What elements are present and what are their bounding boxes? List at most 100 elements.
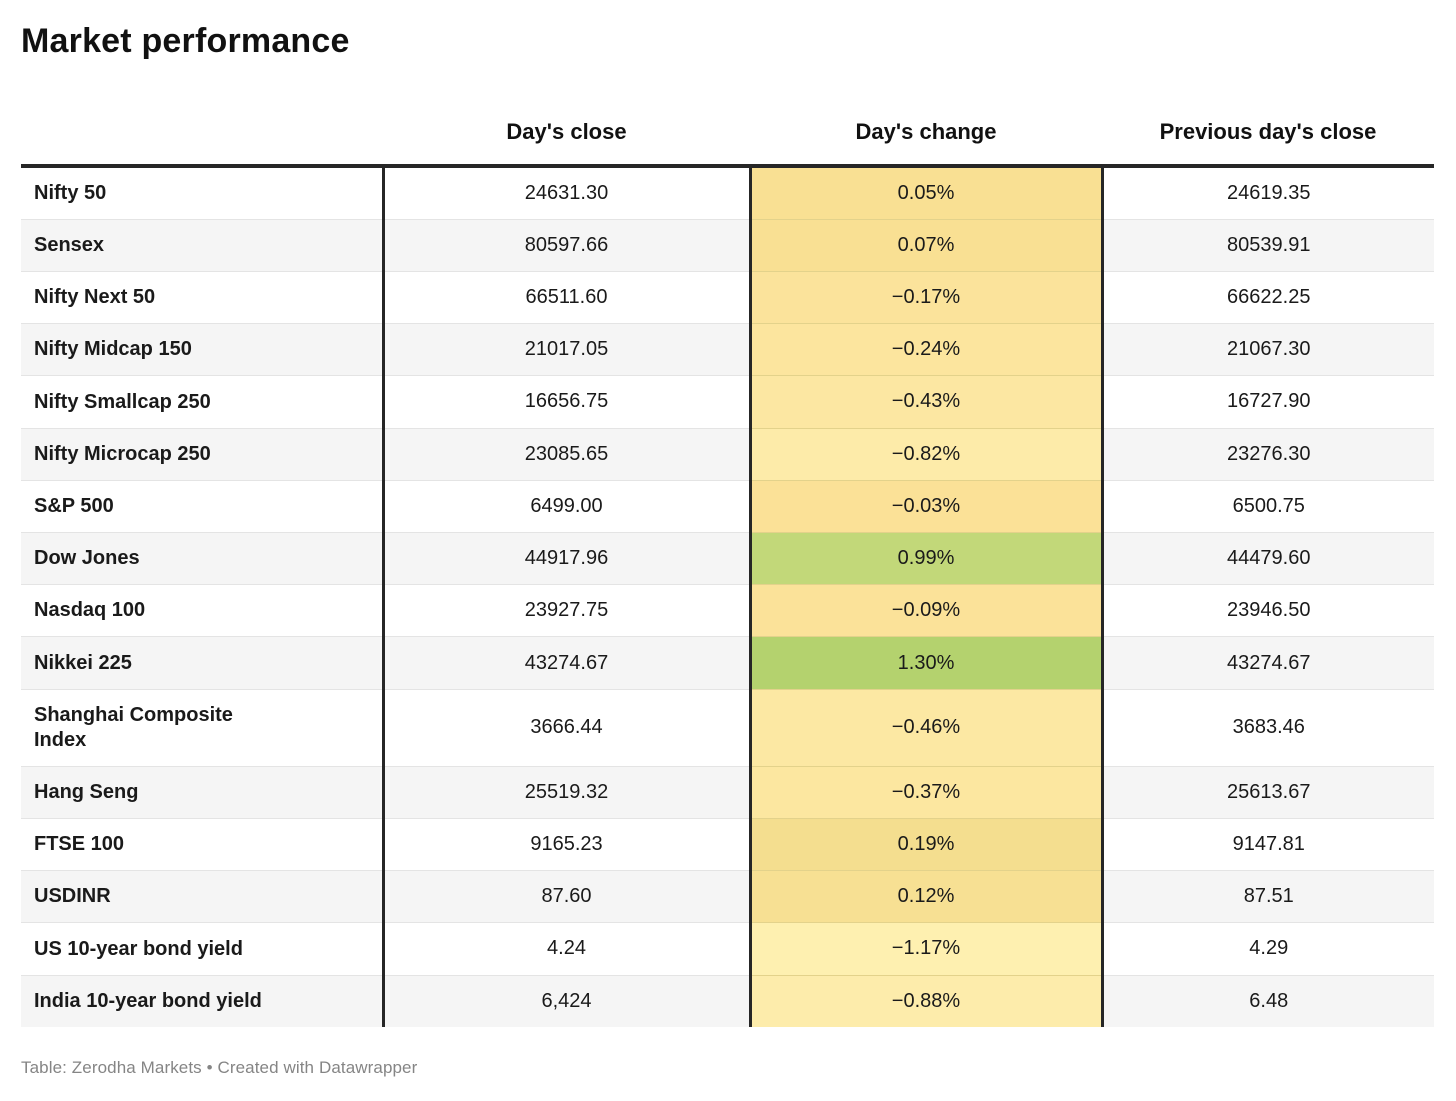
days-change-value: −1.17%	[748, 922, 1104, 976]
table-credit: Table: Zerodha Markets • Created with Da…	[21, 1058, 418, 1077]
days-close-value: 24631.30	[383, 163, 750, 220]
row-label-text: Nikkei 225	[34, 651, 132, 674]
days-close-value: 9165.23	[383, 817, 750, 871]
days-close-value: 23927.75	[383, 584, 750, 637]
days-close-value: 6,424	[383, 974, 750, 1027]
days-close-value: 80597.66	[383, 218, 750, 272]
previous-days-close-value: 80539.91	[1102, 218, 1434, 272]
previous-days-close-value: 23276.30	[1102, 427, 1434, 481]
table-row: Shanghai Composite Index 3666.44 −0.46% 368…	[21, 688, 1434, 767]
previous-days-close-value: 6500.75	[1102, 479, 1434, 533]
market-table: Day's close Day's change Previous day's …	[21, 119, 1434, 1027]
table-row: Nifty Next 50 66511.60 −0.17% 66622.25	[21, 270, 1434, 324]
days-close-value: 44917.96	[383, 532, 750, 585]
days-change-value: −0.17%	[748, 270, 1104, 324]
row-label: Nikkei 225	[21, 636, 385, 690]
days-close-value: 4.24	[383, 922, 750, 976]
days-change-value: 0.99%	[748, 532, 1104, 585]
table-header-row: Day's close Day's change Previous day's …	[21, 119, 1434, 166]
row-label: USDINR	[21, 870, 385, 923]
table-row: Nasdaq 100 23927.75 −0.09% 23946.50	[21, 584, 1434, 637]
table-row: Sensex 80597.66 0.07% 80539.91	[21, 218, 1434, 272]
row-label: Sensex	[21, 218, 385, 272]
row-label: Hang Seng	[21, 765, 385, 819]
row-label-text: S&P 500	[34, 495, 114, 518]
row-label: Nifty 50	[21, 163, 385, 220]
previous-days-close-value: 44479.60	[1102, 532, 1434, 585]
row-label: Nifty Next 50	[21, 270, 385, 324]
content-area: Market performance Day's close Day's cha…	[21, 22, 1434, 1027]
row-label: Nifty Smallcap 250	[21, 375, 385, 429]
previous-days-close-value: 21067.30	[1102, 323, 1434, 376]
previous-days-close-value: 43274.67	[1102, 636, 1434, 690]
row-label: Nifty Microcap 250	[21, 427, 385, 481]
table-row: FTSE 100 9165.23 0.19% 9147.81	[21, 817, 1434, 871]
row-label-text: Nifty Microcap 250	[34, 442, 211, 465]
days-close-value: 21017.05	[383, 323, 750, 376]
row-label-text: Nifty 50	[34, 181, 107, 204]
row-label-text: FTSE 100	[34, 833, 125, 856]
row-label-text: Nifty Smallcap 250	[34, 390, 211, 413]
days-change-value: −0.43%	[748, 375, 1104, 429]
days-change-value: 0.12%	[748, 870, 1104, 923]
row-label-text: India 10-year bond yield	[34, 989, 262, 1012]
row-label-text: Nifty Midcap 150	[34, 338, 192, 361]
page-title: Market performance	[21, 22, 350, 60]
table-row: Nikkei 225 43274.67 1.30% 43274.67	[21, 636, 1434, 690]
table-header: Day's close Day's change Previous day's …	[21, 119, 1434, 166]
days-change-value: 0.07%	[748, 218, 1104, 272]
row-label: S&P 500	[21, 479, 385, 533]
previous-days-close-value: 4.29	[1102, 922, 1434, 976]
table-body: Nifty 50 24631.30 0.05% 24619.35 Sensex 80597…	[21, 163, 1434, 1027]
days-close-value: 87.60	[383, 870, 750, 923]
table-row: S&P 500 6499.00 −0.03% 6500.75	[21, 479, 1434, 533]
days-close-value: 25519.32	[383, 765, 750, 819]
days-close-value: 66511.60	[383, 270, 750, 324]
row-label: Nasdaq 100	[21, 584, 385, 637]
column-header-days-change: Day's change	[855, 118, 997, 144]
days-change-value: −0.37%	[748, 765, 1104, 819]
row-label: FTSE 100	[21, 817, 385, 871]
previous-days-close-value: 24619.35	[1102, 163, 1434, 220]
row-label: Dow Jones	[21, 532, 385, 585]
days-change-value: −0.03%	[748, 479, 1104, 533]
column-header-previous-days-close: Previous day's close	[1159, 118, 1377, 144]
days-change-value: −0.24%	[748, 323, 1104, 376]
previous-days-close-value: 25613.67	[1102, 765, 1434, 819]
days-change-value: −0.88%	[748, 974, 1104, 1027]
previous-days-close-value: 6.48	[1102, 974, 1434, 1027]
row-label: India 10-year bond yield	[21, 974, 385, 1027]
days-close-value: 6499.00	[383, 479, 750, 533]
days-change-value: 1.30%	[748, 636, 1104, 690]
days-close-value: 3666.44	[383, 688, 750, 767]
row-label-text: Shanghai Composite Index	[34, 703, 233, 751]
table-row: Nifty Microcap 250 23085.65 −0.82% 23276.30	[21, 427, 1434, 481]
days-change-value: −0.46%	[748, 688, 1104, 767]
row-label-text: Sensex	[34, 233, 105, 256]
table-row: Nifty 50 24631.30 0.05% 24619.35	[21, 163, 1434, 220]
previous-days-close-value: 3683.46	[1102, 688, 1434, 767]
table-row: USDINR 87.60 0.12% 87.51	[21, 870, 1434, 923]
row-label-text: Hang Seng	[34, 780, 139, 803]
days-change-value: −0.82%	[748, 427, 1104, 481]
days-close-value: 43274.67	[383, 636, 750, 690]
row-label: US 10-year bond yield	[21, 922, 385, 976]
row-label-text: Dow Jones	[34, 547, 140, 570]
row-label: Shanghai Composite Index	[21, 688, 385, 767]
days-change-value: 0.19%	[748, 817, 1104, 871]
row-label-text: USDINR	[34, 885, 111, 908]
table-row: Hang Seng 25519.32 −0.37% 25613.67	[21, 765, 1434, 819]
previous-days-close-value: 23946.50	[1102, 584, 1434, 637]
table-row: Dow Jones 44917.96 0.99% 44479.60	[21, 532, 1434, 585]
table-row: Nifty Midcap 150 21017.05 −0.24% 21067.30	[21, 323, 1434, 376]
column-header-days-close: Day's close	[506, 118, 627, 144]
previous-days-close-value: 87.51	[1102, 870, 1434, 923]
column-header-blank	[21, 119, 383, 166]
days-change-value: −0.09%	[748, 584, 1104, 637]
days-close-value: 16656.75	[383, 375, 750, 429]
row-label-text: Nifty Next 50	[34, 286, 156, 309]
days-change-value: 0.05%	[748, 163, 1104, 220]
row-label-text: US 10-year bond yield	[34, 937, 243, 960]
table-row: US 10-year bond yield 4.24 −1.17% 4.29	[21, 922, 1434, 976]
